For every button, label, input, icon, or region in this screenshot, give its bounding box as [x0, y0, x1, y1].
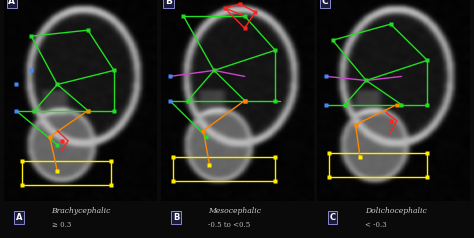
Text: < -0.3: < -0.3 [365, 221, 387, 229]
Text: B: B [173, 213, 179, 222]
Text: -0.5 to <0.5: -0.5 to <0.5 [208, 221, 251, 229]
Text: C: C [329, 213, 336, 222]
Text: ≥ 0.3: ≥ 0.3 [52, 221, 71, 229]
Text: Brachycephalic: Brachycephalic [52, 207, 111, 215]
Text: A: A [9, 0, 15, 6]
Text: Mesocephalic: Mesocephalic [208, 207, 261, 215]
Text: A: A [16, 213, 23, 222]
Text: Dolichocephalic: Dolichocephalic [365, 207, 427, 215]
Text: C: C [322, 0, 328, 6]
Text: B: B [165, 0, 172, 6]
